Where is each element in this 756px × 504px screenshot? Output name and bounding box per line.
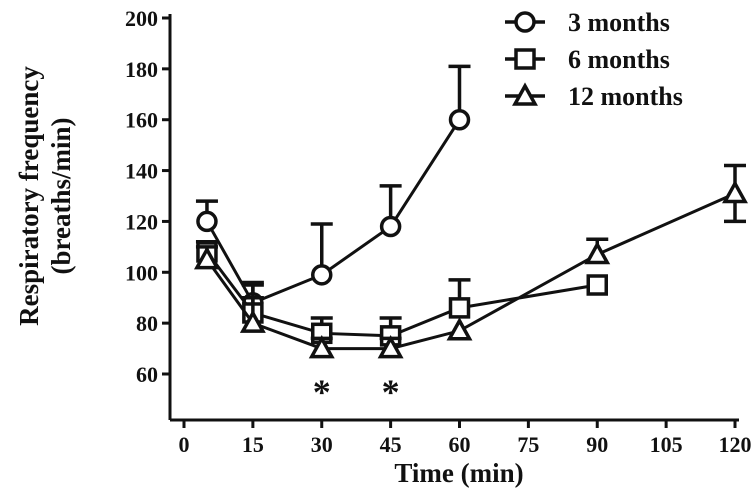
x-tick-label: 90 <box>586 432 608 457</box>
data-point-square <box>586 274 608 296</box>
legend-label: 12 months <box>568 82 683 111</box>
x-tick-label: 15 <box>242 432 264 457</box>
y-tick-label: 200 <box>125 6 158 31</box>
data-point-circle <box>379 215 402 238</box>
y-tick-label: 100 <box>125 260 158 285</box>
x-axis-label: Time (min) <box>394 458 523 488</box>
legend-label: 6 months <box>568 45 670 74</box>
legend-marker-triangle <box>512 82 538 106</box>
data-point-triangle <box>584 240 611 265</box>
series-line <box>205 251 598 338</box>
data-point-circle <box>448 108 471 131</box>
y-axis-label-line2: (breaths/min) <box>46 117 76 274</box>
legend: 3 months 6 months 12 months <box>505 8 683 111</box>
y-tick-label: 160 <box>125 108 158 133</box>
data-point-square <box>448 297 471 319</box>
series-line <box>205 118 461 305</box>
data-point-triangle <box>446 317 473 341</box>
y-tick-label: 60 <box>136 362 158 387</box>
series-12-months <box>193 163 748 359</box>
y-tick-label: 80 <box>136 311 158 336</box>
data-point-circle <box>311 264 333 286</box>
data-point-triangle <box>308 334 335 359</box>
axes: 60 80 100 120 140 160 180 200 0 15 30 45 60 75 90 105 12… <box>125 6 752 457</box>
y-tick-label: 180 <box>125 57 158 82</box>
plot-area: * * <box>193 64 748 412</box>
x-tick-label: 105 <box>650 432 683 457</box>
legend-marker-square <box>514 48 536 70</box>
data-point-triangle <box>239 309 266 333</box>
data-point-circle <box>196 210 218 233</box>
significance-asterisk: * <box>382 372 400 412</box>
data-point-triangle <box>193 245 220 270</box>
x-tick-label: 75 <box>517 432 539 457</box>
y-tick-label: 140 <box>125 159 158 184</box>
x-tick-label: 60 <box>449 432 471 457</box>
legend-label: 3 months <box>568 8 670 37</box>
y-tick-label: 120 <box>125 209 158 234</box>
series-3-months <box>195 64 471 314</box>
significance-asterisk: * <box>313 372 331 412</box>
x-tick-label: 30 <box>311 432 333 457</box>
x-tick-label: 120 <box>719 432 752 457</box>
data-point-triangle <box>722 179 748 204</box>
data-point-triangle <box>377 334 404 359</box>
y-axis-label-line1: Respiratory frequency <box>14 66 44 326</box>
legend-marker-circle <box>514 11 536 33</box>
x-tick-label: 0 <box>179 432 190 457</box>
series-line <box>205 192 736 351</box>
x-tick-label: 45 <box>380 432 402 457</box>
